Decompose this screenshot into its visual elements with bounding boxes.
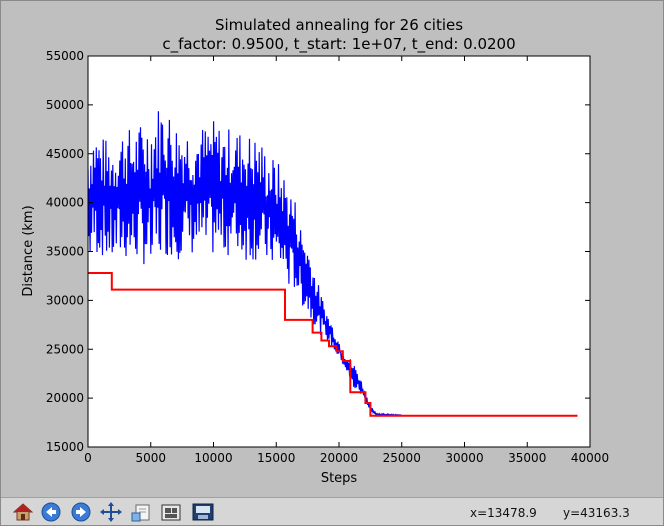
y-tick-label: 15000 bbox=[46, 440, 84, 454]
chart-svg: Simulated annealing for 26 cities c_fact… bbox=[21, 16, 609, 486]
ticks-layer: 0 5000 10000 15000 20000 25000 30000 35000 40000… bbox=[46, 49, 609, 465]
subplot-config-button[interactable] bbox=[159, 501, 183, 523]
series-layer bbox=[88, 111, 578, 418]
y-tick-label: 45000 bbox=[46, 147, 84, 161]
x-tick-label: 15000 bbox=[257, 451, 295, 465]
y-tick-label: 50000 bbox=[46, 98, 84, 112]
x-tick-label: 5000 bbox=[135, 451, 166, 465]
best-distance-series bbox=[88, 272, 578, 417]
back-button[interactable] bbox=[39, 501, 63, 523]
pan-button[interactable] bbox=[99, 501, 123, 523]
save-icon bbox=[192, 503, 214, 521]
x-tick-label: 30000 bbox=[445, 451, 483, 465]
x-tick-label: 20000 bbox=[320, 451, 358, 465]
y-axis-label: Distance (km) bbox=[21, 205, 36, 296]
chart-title: Simulated annealing for 26 cities bbox=[215, 16, 463, 34]
zoom-rectangle-icon bbox=[131, 504, 150, 522]
pan-move-icon bbox=[100, 502, 122, 522]
plot-area[interactable] bbox=[88, 56, 590, 447]
navigation-toolbar: x=13478.9 y=43163.3 bbox=[1, 497, 663, 525]
forward-arrow-icon bbox=[71, 502, 91, 522]
cursor-y-readout: y=43163.3 bbox=[563, 506, 630, 520]
x-axis-label: Steps bbox=[321, 471, 358, 486]
chart-subtitle: c_factor: 0.9500, t_start: 1e+07, t_end:… bbox=[162, 35, 515, 54]
subplot-config-icon bbox=[161, 504, 181, 521]
cursor-x-readout: x=13478.9 bbox=[470, 506, 537, 520]
x-tick-label: 35000 bbox=[508, 451, 546, 465]
x-tick-label: 0 bbox=[84, 451, 92, 465]
y-tick-label: 20000 bbox=[46, 391, 84, 405]
home-icon bbox=[13, 503, 33, 521]
home-button[interactable] bbox=[11, 501, 35, 523]
y-tick-label: 35000 bbox=[46, 245, 84, 259]
x-tick-label: 40000 bbox=[571, 451, 609, 465]
save-button[interactable] bbox=[191, 501, 215, 523]
y-tick-label: 30000 bbox=[46, 293, 84, 307]
x-tick-label: 25000 bbox=[383, 451, 421, 465]
figure-canvas: Simulated annealing for 26 cities c_fact… bbox=[1, 1, 663, 497]
back-arrow-icon bbox=[41, 502, 61, 522]
y-tick-label: 25000 bbox=[46, 342, 84, 356]
forward-button[interactable] bbox=[69, 501, 93, 523]
zoom-button[interactable] bbox=[129, 501, 153, 523]
current-distance-series bbox=[88, 111, 402, 418]
x-tick-label: 10000 bbox=[194, 451, 232, 465]
y-tick-label: 40000 bbox=[46, 196, 84, 210]
y-tick-label: 55000 bbox=[46, 49, 84, 63]
